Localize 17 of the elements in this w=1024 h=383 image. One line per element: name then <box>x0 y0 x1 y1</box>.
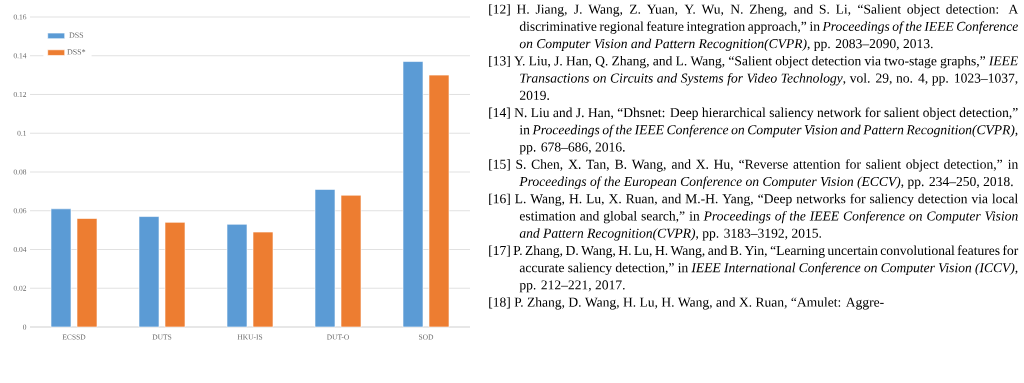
text: [18] P. Zhang, D. Wang, H. Lu, H. Wang, and X. Ruan, “Amulet: Aggre- <box>489 297 884 310</box>
text: [12] H. Jiang, J. Wang, Z. Yuan, Y. Wu, N. Zheng, and S. Li, “Salient object detection: A discriminative regional feature integration approach,” in Proceedings of the IEEE Conference on Computer Vision and Pattern Recognition(CVPR), pp. 2083–2090, 2013. <box>489 4 1019 51</box>
bar <box>50 208 72 328</box>
bar <box>164 222 186 328</box>
text: [16] L. Wang, H. Lu, X. Ruan, and M.-H. Yang, “Deep networks for saliency detection via local estimation and global search,” in Proceedings of the IEEE Conference on Computer Vision and Pattern Recognition(CVPR), pp. 3183–3192, 2015. <box>489 193 1018 241</box>
text: [15] S. Chen, X. Tan, B. Wang, and X. Hu, “Reverse attention for salient object detection,” in Proceedings of the European Conference on Computer Vision (ECCV), pp. 234–250, 2018. <box>489 159 1019 189</box>
bar <box>402 61 424 328</box>
text: [13] Y. Liu, J. Han, Q. Zhang, and L. Wang, “Salient object detection via two-stage graphs,” IEEE Transactions on Circuits and Systems for Video Technology, vol. 29, no. 4, pp. 1023–1037, 2019. <box>489 55 1018 100</box>
text: [14] N. Liu and J. Han, “Dhsnet: Deep hierarchical saliency network for salient object detection,” in Proceedings of the IEEE Conference on Computer Vision and Pattern Recognition(CVPR), pp. 678–686, 2016. <box>489 107 1018 155</box>
bar <box>252 231 274 328</box>
bar <box>226 224 248 328</box>
bar <box>314 189 336 328</box>
text: [17] P. Zhang, D. Wang, H. Lu, H. Wang, and B. Yin, “Learning uncertain convolutional features for accurate saliency detection,” in IEEE International Conference on Computer Vision (ICCV), pp. 212–221, 2017. <box>489 245 1019 293</box>
bar <box>76 218 98 328</box>
bar <box>428 74 450 328</box>
bar <box>138 216 160 328</box>
bar <box>340 194 362 328</box>
